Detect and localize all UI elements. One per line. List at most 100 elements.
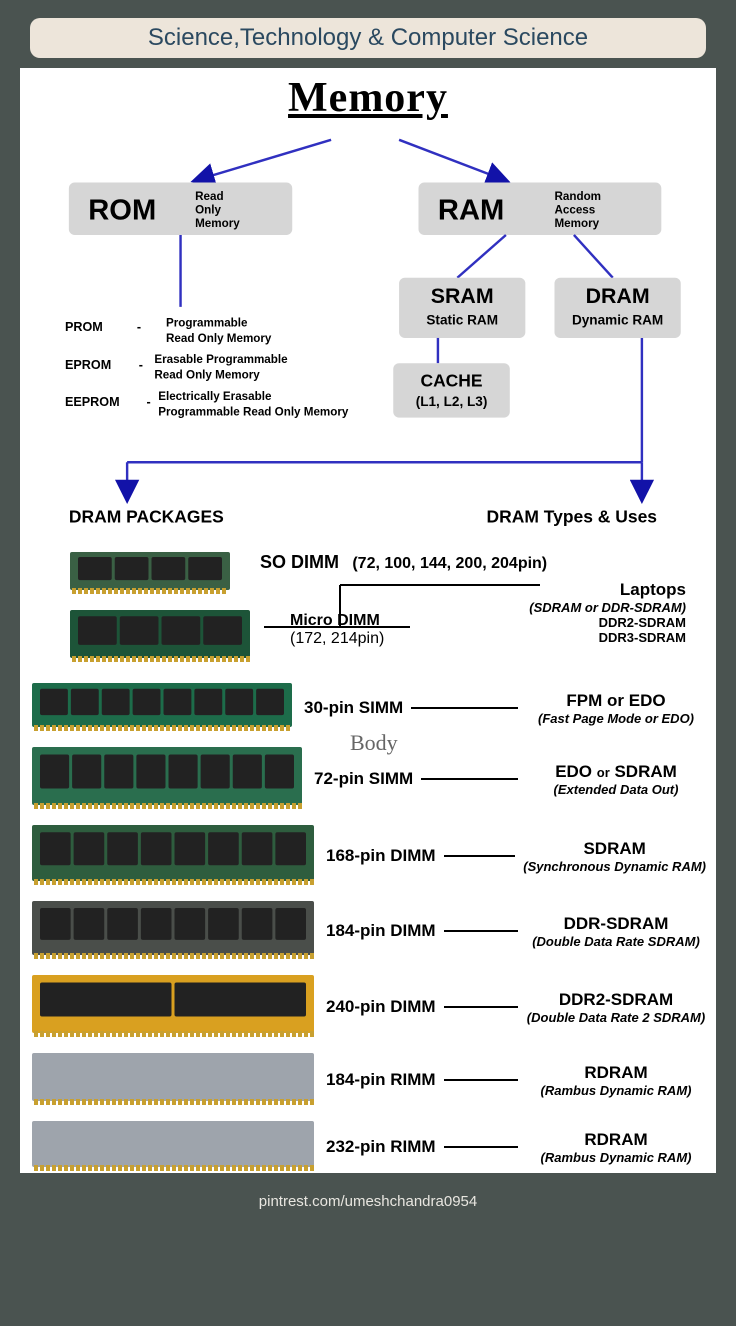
connector-line (444, 1006, 518, 1008)
microdimm-label: Micro DIMM (290, 612, 384, 630)
pin-label: 72-pin SIMM (314, 769, 413, 789)
ram-module-icon (32, 747, 302, 811)
section-left: DRAM PACKAGES (69, 506, 224, 526)
svg-text:-: - (139, 358, 143, 372)
svg-text:-: - (137, 320, 141, 334)
ram-exp-l2: Access (554, 204, 595, 217)
ram-module-icon (32, 683, 292, 733)
cache-levels: (L1, L2, L3) (416, 394, 488, 409)
package-text: 168-pin DIMM SDRAM(Synchronous Dynamic RA… (314, 839, 706, 874)
footer-credit: pintrest.com/umeshchandra0954 (0, 1187, 736, 1216)
ram-module-icon (32, 975, 314, 1039)
type-sub: (Double Data Rate SDRAM) (526, 934, 706, 949)
sram-exp: Static RAM (426, 312, 498, 327)
type-sub: (Synchronous Dynamic RAM) (523, 859, 706, 874)
package-text: 232-pin RIMM RDRAM(Rambus Dynamic RAM) (314, 1130, 706, 1165)
ram-exp-l1: Random (554, 190, 601, 203)
page-header: Science,Technology & Computer Science (30, 18, 706, 58)
type-main: DDR2-SDRAM (526, 990, 706, 1010)
type-column: DDR2-SDRAM(Double Data Rate 2 SDRAM) (526, 990, 706, 1025)
ram-exp-l3: Memory (554, 217, 599, 230)
cache-title: CACHE (420, 371, 482, 391)
package-row: 184-pin RIMM RDRAM(Rambus Dynamic RAM) (32, 1053, 706, 1107)
type-sub: (Double Data Rate 2 SDRAM) (526, 1010, 706, 1025)
type-main: RDRAM (526, 1130, 706, 1150)
svg-text:-: - (147, 395, 151, 409)
connector-line (444, 855, 516, 857)
infographic-card: Memory ROM Read Only Memory RAM Random A… (20, 68, 716, 1173)
sram-acr: SRAM (431, 284, 494, 308)
connector-line (444, 1146, 518, 1148)
package-row: 168-pin DIMM SDRAM(Synchronous Dynamic RA… (32, 825, 706, 887)
dram-acr: DRAM (586, 284, 650, 308)
rom-items: PROM - Programmable Read Only Memory EPR… (65, 316, 349, 418)
type-main: EDO or SDRAM (526, 762, 706, 782)
rom-exp-l1: Read (195, 190, 223, 203)
sodimm-block: SO DIMM (72, 100, 144, 200, 204pin) Lapt… (30, 552, 706, 673)
section-right: DRAM Types & Uses (486, 506, 657, 526)
type-sub: (Rambus Dynamic RAM) (526, 1083, 706, 1098)
laptops-sub-l2: DDR2-SDRAM (529, 615, 686, 630)
type-main: FPM or EDO (526, 691, 706, 711)
type-sub: (Rambus Dynamic RAM) (526, 1150, 706, 1165)
connector-line (444, 930, 518, 932)
type-column: RDRAM(Rambus Dynamic RAM) (526, 1130, 706, 1165)
small-module-0 (70, 552, 260, 596)
ram-module-icon (32, 825, 314, 887)
pin-label: 184-pin DIMM (326, 921, 436, 941)
pin-label: 30-pin SIMM (304, 698, 403, 718)
packages-list: 30-pin SIMM FPM or EDO(Fast Page Mode or … (30, 683, 706, 1173)
pin-label: 232-pin RIMM (326, 1137, 436, 1157)
connector-line (411, 707, 518, 709)
svg-text:Erasable Programmable: Erasable Programmable (154, 353, 288, 366)
ram-module-icon (32, 901, 314, 961)
ram-acronym: RAM (438, 194, 504, 226)
small-module-1 (70, 610, 260, 664)
package-text: 184-pin RIMM RDRAM(Rambus Dynamic RAM) (314, 1063, 706, 1098)
svg-text:Programmable Read Only Memory: Programmable Read Only Memory (158, 406, 349, 419)
laptops-sub-l3: DDR3-SDRAM (529, 630, 686, 645)
package-row: 232-pin RIMM RDRAM(Rambus Dynamic RAM) (32, 1121, 706, 1173)
svg-text:Programmable: Programmable (166, 316, 248, 329)
package-text: 30-pin SIMM FPM or EDO(Fast Page Mode or … (292, 691, 706, 726)
package-row: 72-pin SIMM EDO or SDRAM(Extended Data Ou… (32, 747, 706, 811)
svg-text:Read Only Memory: Read Only Memory (166, 332, 272, 345)
svg-text:PROM: PROM (65, 320, 103, 334)
svg-text:EEPROM: EEPROM (65, 395, 120, 409)
sodimm-pins: (72, 100, 144, 200, 204pin) (352, 555, 547, 572)
rom-exp-l3: Memory (195, 217, 240, 230)
package-row: 30-pin SIMM FPM or EDO(Fast Page Mode or … (32, 683, 706, 733)
memory-tree-svg: ROM Read Only Memory RAM Random Access M… (30, 126, 706, 546)
package-text: 72-pin SIMM EDO or SDRAM(Extended Data Ou… (302, 762, 706, 797)
type-column: RDRAM(Rambus Dynamic RAM) (526, 1063, 706, 1098)
type-column: DDR-SDRAM(Double Data Rate SDRAM) (526, 914, 706, 949)
rom-acronym: ROM (88, 194, 156, 226)
connector-line (444, 1079, 518, 1081)
pin-label: 168-pin DIMM (326, 846, 436, 866)
type-sub: (Fast Page Mode or EDO) (526, 711, 706, 726)
type-column: SDRAM(Synchronous Dynamic RAM) (523, 839, 706, 874)
package-row: 240-pin DIMM DDR2-SDRAM(Double Data Rate … (32, 975, 706, 1039)
ram-module-icon (32, 1053, 314, 1107)
svg-text:EPROM: EPROM (65, 358, 111, 372)
body-overlay-label: Body (350, 730, 398, 756)
type-main: SDRAM (523, 839, 706, 859)
type-main: RDRAM (526, 1063, 706, 1083)
dram-exp: Dynamic RAM (572, 312, 663, 327)
package-text: 240-pin DIMM DDR2-SDRAM(Double Data Rate … (314, 990, 706, 1025)
package-text: 184-pin DIMM DDR-SDRAM(Double Data Rate S… (314, 914, 706, 949)
pin-label: 240-pin DIMM (326, 997, 436, 1017)
svg-text:Electrically Erasable: Electrically Erasable (158, 390, 272, 403)
type-column: FPM or EDO(Fast Page Mode or EDO) (526, 691, 706, 726)
type-sub: (Extended Data Out) (526, 782, 706, 797)
type-column: EDO or SDRAM(Extended Data Out) (526, 762, 706, 797)
ram-module-icon (32, 1121, 314, 1173)
pin-label: 184-pin RIMM (326, 1070, 436, 1090)
connector-line (421, 778, 518, 780)
sodimm-title: SO DIMM (260, 552, 339, 572)
main-title: Memory (30, 74, 706, 122)
microdimm-pins: (172, 214pin) (290, 630, 384, 648)
laptops-label: Laptops (529, 580, 686, 600)
laptops-sub-l1: (SDRAM or DDR-SDRAM) (529, 600, 686, 615)
package-row: 184-pin DIMM DDR-SDRAM(Double Data Rate S… (32, 901, 706, 961)
